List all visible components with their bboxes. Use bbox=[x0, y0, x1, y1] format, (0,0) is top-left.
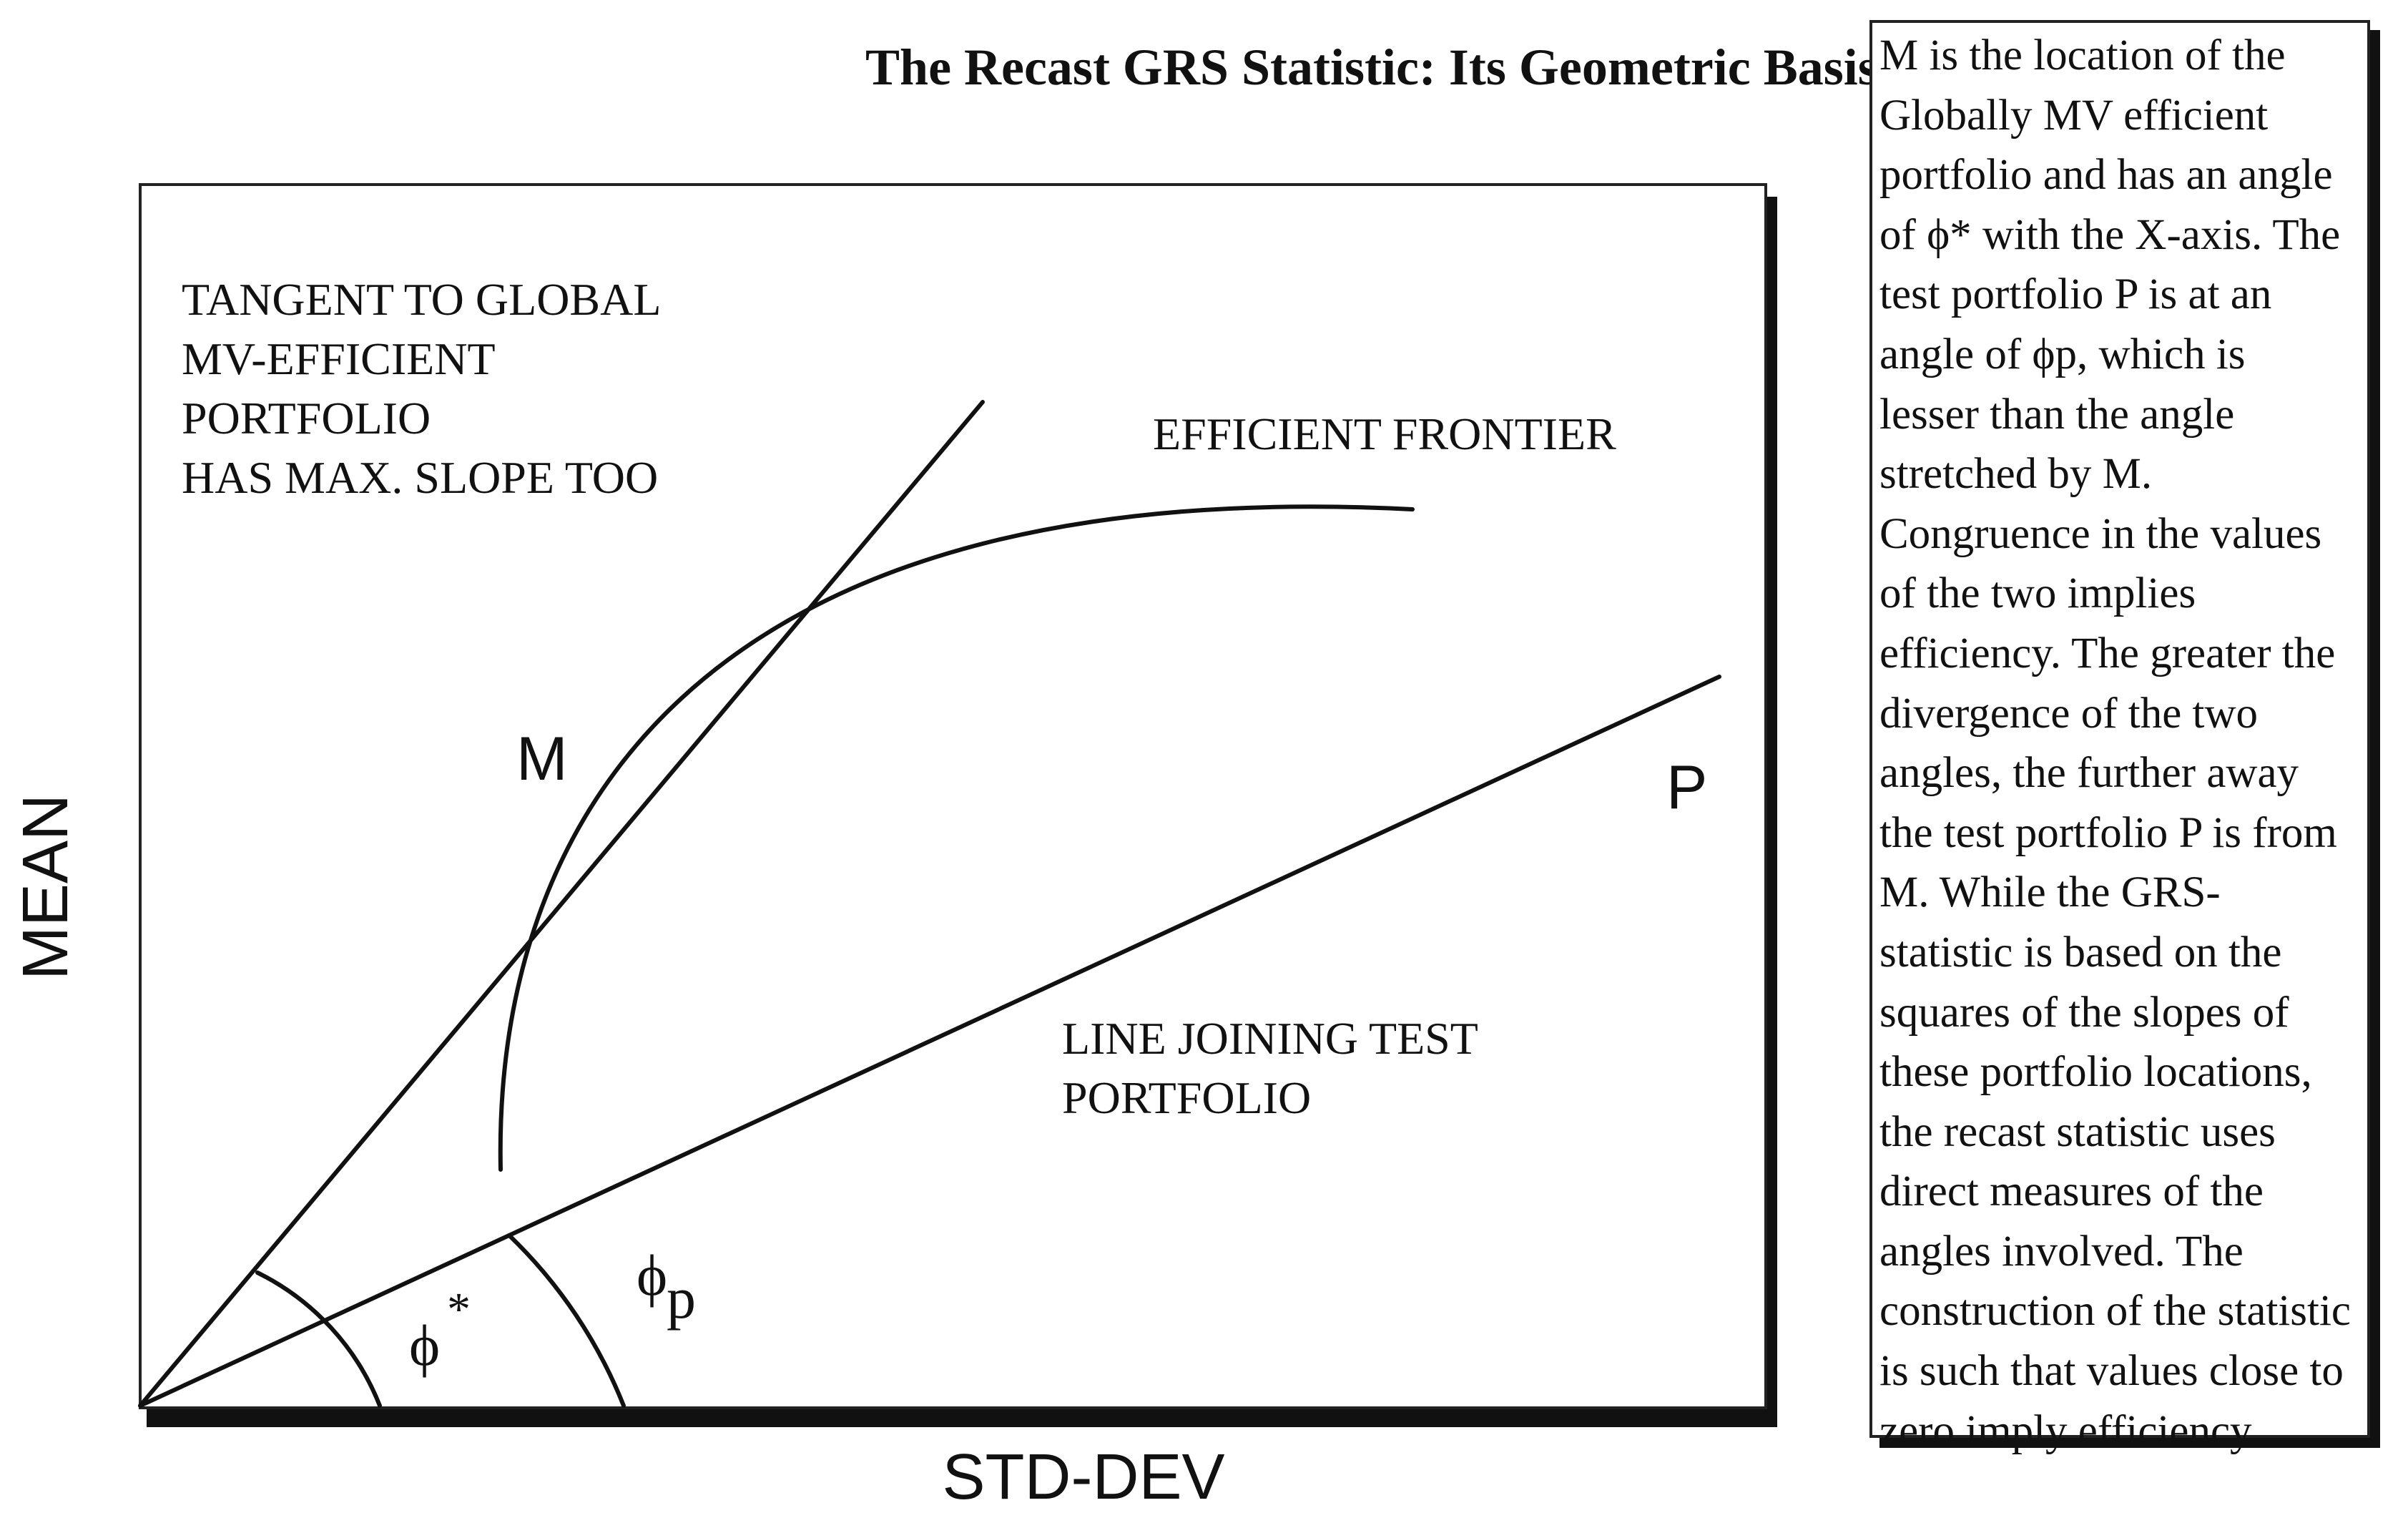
explanation-line: efficiency. The greater the bbox=[1879, 629, 2336, 677]
phi-star-superscript: * bbox=[447, 1283, 471, 1336]
phi-star-symbol: ϕ bbox=[409, 1313, 440, 1378]
plot-frame bbox=[139, 183, 1767, 1409]
tangent-label-line: MV-EFFICIENT bbox=[182, 333, 496, 384]
explanation-line: angle of ϕp, which is bbox=[1879, 330, 2246, 378]
angle-arc-p bbox=[507, 1233, 626, 1408]
angle-p-label: ϕ p bbox=[637, 1243, 696, 1331]
test-line-label-line: LINE JOINING TEST bbox=[1062, 1013, 1478, 1064]
explanation-line: statistic is based on the bbox=[1879, 928, 2282, 976]
tangent-label-line: PORTFOLIO bbox=[182, 393, 431, 444]
point-p-label: P bbox=[1666, 753, 1707, 822]
explanation-line: M is the location of the bbox=[1879, 31, 2286, 79]
x-axis-label: STD-DEV bbox=[942, 1441, 1224, 1513]
explanation-line: squares of the slopes of bbox=[1879, 988, 2289, 1037]
explanation-line: divergence of the two bbox=[1879, 689, 2259, 738]
explanation-note: M is the location of the Globally MV effi… bbox=[1869, 20, 2370, 1455]
tangent-label: TANGENT TO GLOBAL MV-EFFICIENT PORTFOLIO… bbox=[182, 274, 661, 503]
tangent-label-line: HAS MAX. SLOPE TOO bbox=[182, 452, 658, 503]
y-axis-label: MEAN bbox=[10, 794, 82, 980]
explanation-line: the test portfolio P is from bbox=[1879, 808, 2337, 857]
explanation-line: of the two implies bbox=[1879, 569, 2196, 618]
angle-arc-star bbox=[255, 1270, 382, 1408]
explanation-line: construction of the statistic bbox=[1879, 1287, 2351, 1336]
tangent-line bbox=[138, 400, 985, 1408]
tangent-label-line: TANGENT TO GLOBAL bbox=[182, 274, 661, 325]
phi-p-subscript: p bbox=[667, 1265, 696, 1331]
diagram-title: The Recast GRS Statistic: Its Geometric … bbox=[865, 39, 1878, 96]
test-line-label-line: PORTFOLIO bbox=[1062, 1072, 1311, 1123]
explanation-line: test portfolio P is at an bbox=[1879, 270, 2272, 319]
explanation-line: is such that values close to bbox=[1879, 1347, 2344, 1396]
angle-star-label: ϕ * bbox=[409, 1283, 471, 1378]
explanation-line: Globally MV efficient bbox=[1879, 91, 2269, 139]
explanation-line: M. While the GRS- bbox=[1879, 868, 2221, 917]
explanation-line: zero imply efficiency. bbox=[1879, 1406, 2260, 1455]
explanation-line: the recast statistic uses bbox=[1879, 1107, 2276, 1156]
explanation-line: lesser than the angle bbox=[1879, 390, 2235, 439]
point-m-label: M bbox=[516, 725, 568, 793]
phi-p-symbol: ϕ bbox=[637, 1243, 667, 1308]
efficient-frontier-label: EFFICIENT FRONTIER bbox=[1153, 408, 1616, 459]
explanation-line: stretched by M. bbox=[1879, 450, 2153, 499]
explanation-line: these portfolio locations, bbox=[1879, 1048, 2312, 1097]
explanation-line: Congruence in the values bbox=[1879, 509, 2322, 558]
efficient-frontier-curve bbox=[498, 504, 1415, 1172]
explanation-line: of ϕ* with the X-axis. The bbox=[1879, 210, 2341, 259]
test-portfolio-line bbox=[138, 675, 1721, 1408]
explanation-line: direct measures of the bbox=[1879, 1167, 2264, 1216]
explanation-line: angles, the further away bbox=[1879, 749, 2299, 798]
explanation-line: portfolio and has an angle bbox=[1879, 151, 2333, 200]
explanation-line: angles involved. The bbox=[1879, 1227, 2244, 1275]
